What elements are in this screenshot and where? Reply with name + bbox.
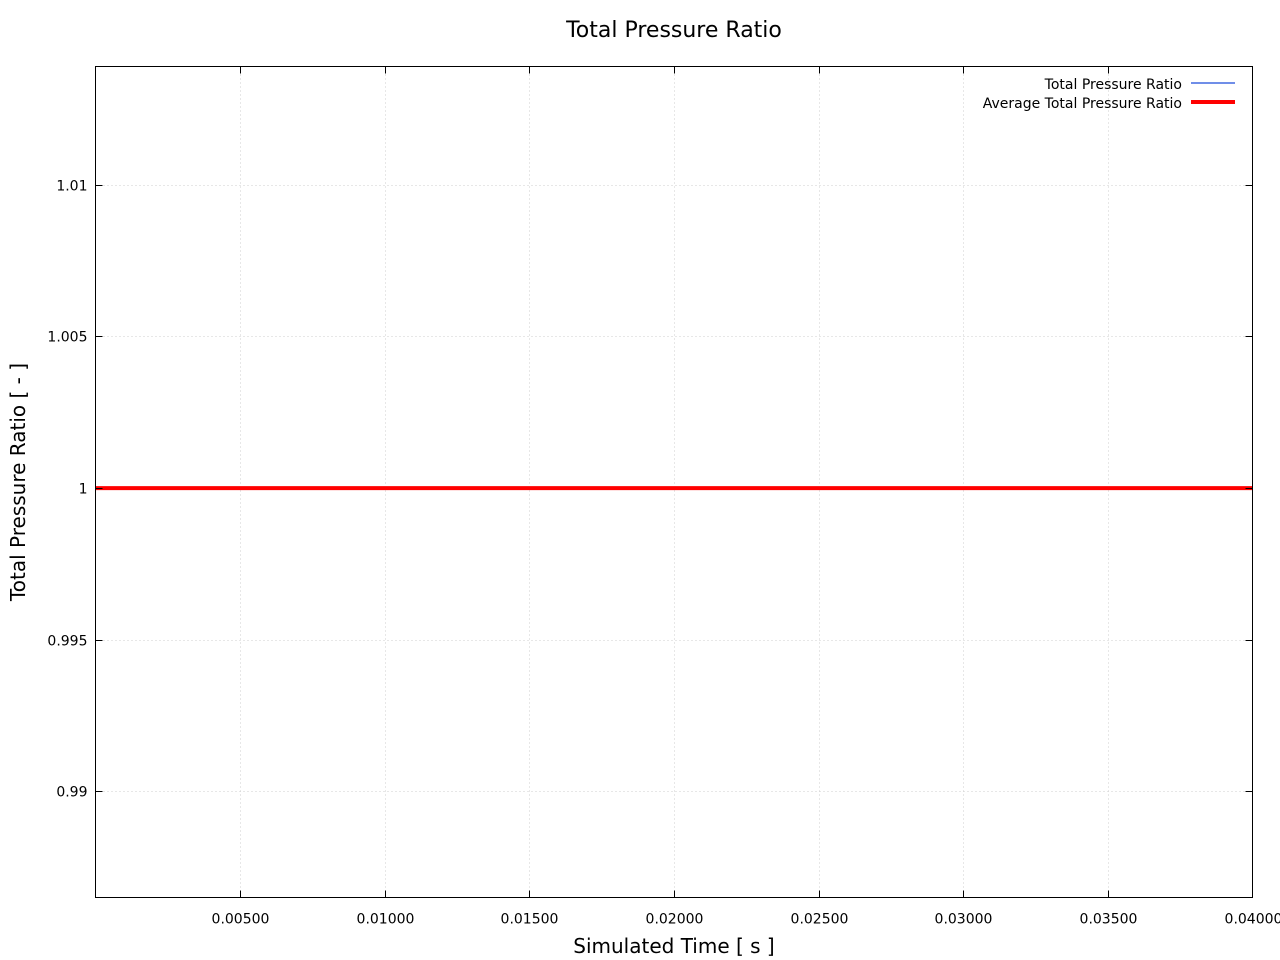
x-tick-label: 0.01000 bbox=[357, 912, 415, 928]
y-tick-label: 1 bbox=[79, 482, 88, 498]
y-tick-label: 1.01 bbox=[56, 179, 87, 195]
x-tick-label: 0.04000 bbox=[1225, 912, 1280, 928]
legend-label: Average Total Pressure Ratio bbox=[983, 96, 1182, 112]
x-tick-label: 0.00500 bbox=[212, 912, 270, 928]
x-axis-label: Simulated Time [ s ] bbox=[573, 934, 774, 958]
x-tick-label: 0.03500 bbox=[1080, 912, 1138, 928]
legend: Total Pressure Ratio Average Total Pressu… bbox=[983, 77, 1235, 112]
y-tick-label: 1.005 bbox=[47, 330, 87, 346]
y-axis-label: Total Pressure Ratio [ - ] bbox=[6, 363, 30, 602]
x-tick-label: 0.01500 bbox=[501, 912, 559, 928]
y-tick-label: 0.995 bbox=[47, 634, 87, 650]
x-tick-label: 0.02500 bbox=[791, 912, 849, 928]
y-tick-label: 0.99 bbox=[56, 785, 87, 801]
grid-layer bbox=[95, 66, 1253, 898]
x-tick-label: 0.02000 bbox=[646, 912, 704, 928]
legend-label: Total Pressure Ratio bbox=[1044, 77, 1182, 93]
chart-title: Total Pressure Ratio bbox=[565, 18, 782, 43]
tick-layer: 0.00500 0.01000 0.01500 0.02000 0.02500 0.030… bbox=[47, 66, 1280, 928]
x-tick-label: 0.03000 bbox=[935, 912, 993, 928]
